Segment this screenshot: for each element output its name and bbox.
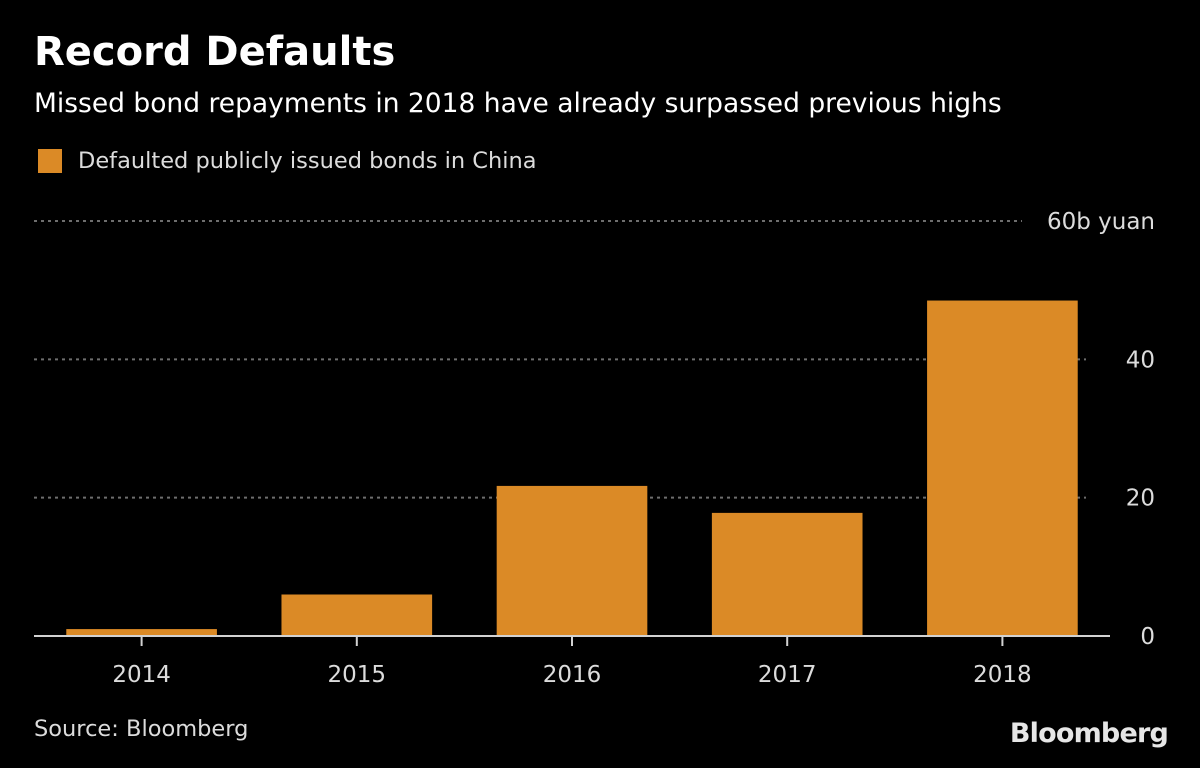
- x-axis: [34, 635, 1110, 646]
- legend: Defaulted publicly issued bonds in China: [38, 146, 537, 176]
- chart-subtitle: Missed bond repayments in 2018 have alre…: [34, 88, 1002, 119]
- y-tick-label-40: 40: [1126, 347, 1155, 373]
- x-tick-label-2016: 2016: [543, 662, 602, 688]
- y-tick-label-0: 0: [1140, 624, 1155, 650]
- source-note: Source: Bloomberg: [34, 716, 249, 742]
- x-tick-label-2018: 2018: [973, 662, 1032, 688]
- bloomberg-logo: Bloomberg: [1009, 718, 1169, 749]
- bar-2015: [281, 594, 433, 636]
- y-tick-label-60: 60b yuan: [1047, 209, 1155, 235]
- bar-2014: [66, 629, 217, 636]
- chart-title: Record Defaults: [34, 29, 396, 75]
- axis-labels: 0 20 40 60b yuan 2014 2015 2016 2017 2018: [112, 209, 1155, 688]
- legend-label: Defaulted publicly issued bonds in China: [78, 148, 537, 174]
- y-tick-label-20: 20: [1126, 486, 1155, 512]
- x-tick-label-2014: 2014: [112, 662, 171, 688]
- bars: [66, 300, 1078, 636]
- bar-2018: [927, 300, 1078, 636]
- x-tick-label-2015: 2015: [328, 662, 387, 688]
- legend-swatch: [38, 149, 62, 173]
- bar-2017: [711, 512, 863, 636]
- x-tick-label-2017: 2017: [758, 662, 817, 688]
- bar-2016: [496, 485, 648, 636]
